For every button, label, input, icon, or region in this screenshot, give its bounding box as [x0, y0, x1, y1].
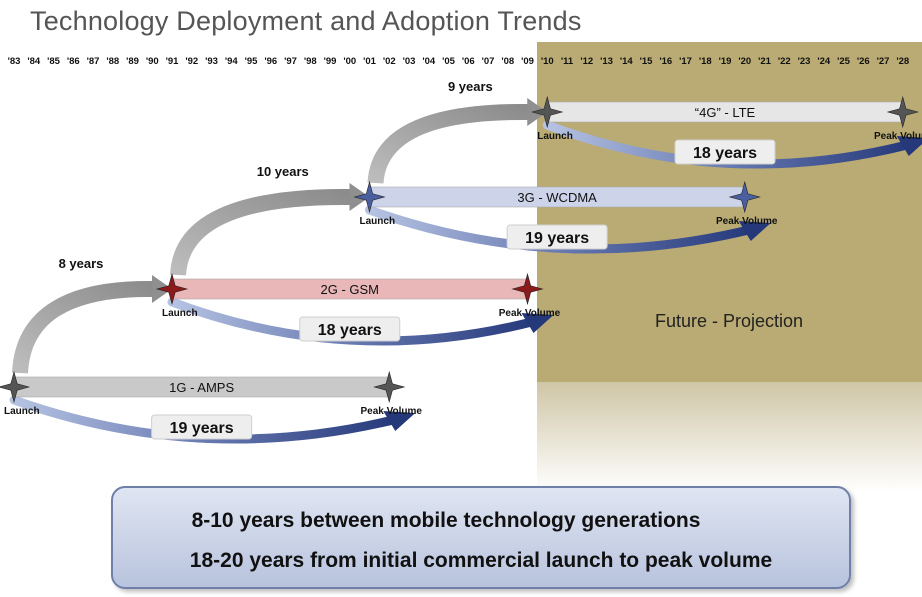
year-tick-label: '23 [797, 56, 811, 67]
year-tick-label: '83 [7, 56, 21, 67]
year-tick-label: '93 [205, 56, 218, 67]
launch-label: Launch [162, 308, 198, 319]
year-tick-label: '97 [284, 56, 297, 67]
launch-label: Launch [537, 131, 573, 142]
year-tick-label: '10 [540, 56, 554, 67]
year-tick-label: '87 [86, 56, 100, 67]
year-tick-label: '91 [165, 56, 179, 67]
duration-label: 19 years [525, 230, 589, 247]
generation-gap-label: 9 years [448, 79, 493, 94]
year-tick-label: '07 [481, 56, 495, 67]
future-projection-label: Future - Projection [655, 311, 804, 331]
duration-box [151, 414, 253, 440]
year-tick-label: '89 [126, 56, 139, 67]
year-tick-label: '99 [323, 56, 337, 67]
year-tick-label: '19 [718, 56, 732, 67]
launch-peak-marker-icon [511, 272, 544, 306]
year-tick-label: '98 [303, 56, 317, 67]
launch-label: Launch [4, 406, 40, 417]
year-tick-label: '01 [363, 56, 376, 67]
year-tick-label: '94 [224, 56, 238, 67]
year-tick-label: '22 [777, 56, 791, 67]
duration-box [506, 224, 608, 250]
generation-gap-label: 10 years [257, 164, 309, 179]
duration-box [674, 139, 776, 165]
year-tick-label: '88 [106, 56, 120, 67]
year-tick-label: '09 [521, 56, 534, 67]
year-tick-label: '20 [738, 56, 752, 67]
peak-volume-label: Peak Volume [499, 308, 561, 319]
launch-label: Launch [360, 216, 396, 227]
year-tick-label: '12 [580, 56, 594, 67]
duration-swoosh-arrow-head [896, 136, 922, 156]
year-tick-label: '26 [856, 56, 870, 67]
generation-gap-arrow [367, 103, 530, 184]
year-tick-label: '90 [145, 56, 159, 67]
duration-swoosh-arrow-head [383, 411, 416, 431]
year-axis: '83 '84 '85 '86 '87 '88 '89 '90 '91 '92 '93 '94 '95 '… [0, 0, 922, 70]
peak-volume-label: Peak Volume [716, 216, 778, 227]
technology-name-label: 2G - GSM [320, 282, 379, 297]
year-tick-label: '15 [639, 56, 653, 67]
year-tick-label: '04 [422, 56, 436, 67]
generation-gap-arrow [170, 188, 352, 276]
year-tick-label: '95 [244, 56, 258, 67]
year-tick-label: '17 [679, 56, 692, 67]
year-tick-label: '18 [698, 56, 712, 67]
year-tick-label: '84 [27, 56, 41, 67]
duration-swoosh-arrow-head [738, 221, 771, 241]
launch-peak-marker-icon [886, 95, 919, 129]
year-tick-label: '13 [600, 56, 613, 67]
duration-label: 19 years [170, 420, 234, 437]
summary-generation-gap-text: 8-10 years between mobile technology gen… [191, 509, 701, 532]
year-tick-label: '14 [619, 56, 633, 67]
year-tick-label: '92 [185, 56, 199, 67]
launch-peak-marker-icon [531, 95, 564, 129]
year-tick-label: '00 [343, 56, 357, 67]
future-projection-fade [537, 382, 922, 492]
technology-name-label: “4G” - LTE [695, 105, 756, 120]
peak-volume-label: Peak Volume [874, 131, 922, 142]
year-tick-label: '85 [47, 56, 60, 67]
launch-peak-marker-icon [155, 272, 189, 306]
duration-box [299, 316, 401, 342]
technology-name-label: 3G - WCDMA [517, 190, 597, 205]
year-tick-label: '06 [461, 56, 475, 67]
duration-label: 18 years [318, 322, 382, 339]
year-tick-label: '08 [501, 56, 515, 67]
generation-gap-arrow [12, 280, 155, 374]
generation-gap-label: 8 years [59, 256, 104, 271]
year-tick-label: '03 [402, 56, 416, 67]
year-tick-label: '21 [758, 56, 771, 67]
summary-box: 8-10 years between mobile technology gen… [111, 486, 851, 589]
year-tick-label: '24 [817, 56, 831, 67]
year-tick-label: '16 [659, 56, 673, 67]
page-title: Technology Deployment and Adoption Trend… [30, 6, 582, 36]
summary-launch-to-peak-text: 18-20 years from initial commercial laun… [189, 549, 773, 572]
year-tick-label: '05 [442, 56, 455, 67]
year-tick-label: '28 [896, 56, 910, 67]
year-tick-label: '11 [560, 56, 574, 67]
year-tick-label: '86 [66, 56, 80, 67]
year-tick-label: '27 [876, 56, 890, 67]
launch-peak-marker-icon [0, 370, 31, 404]
peak-volume-label: Peak Volume [360, 406, 422, 417]
duration-swoosh-arrow-head [521, 313, 554, 333]
duration-label: 18 years [693, 145, 757, 162]
launch-peak-marker-icon [728, 180, 761, 214]
launch-peak-marker-icon [353, 180, 386, 214]
launch-peak-marker-icon [373, 370, 406, 404]
year-tick-label: '25 [837, 56, 850, 67]
year-tick-label: '96 [264, 56, 278, 67]
year-tick-label: '02 [382, 56, 396, 67]
technology-name-label: 1G - AMPS [169, 380, 234, 395]
future-projection-region [537, 42, 922, 382]
